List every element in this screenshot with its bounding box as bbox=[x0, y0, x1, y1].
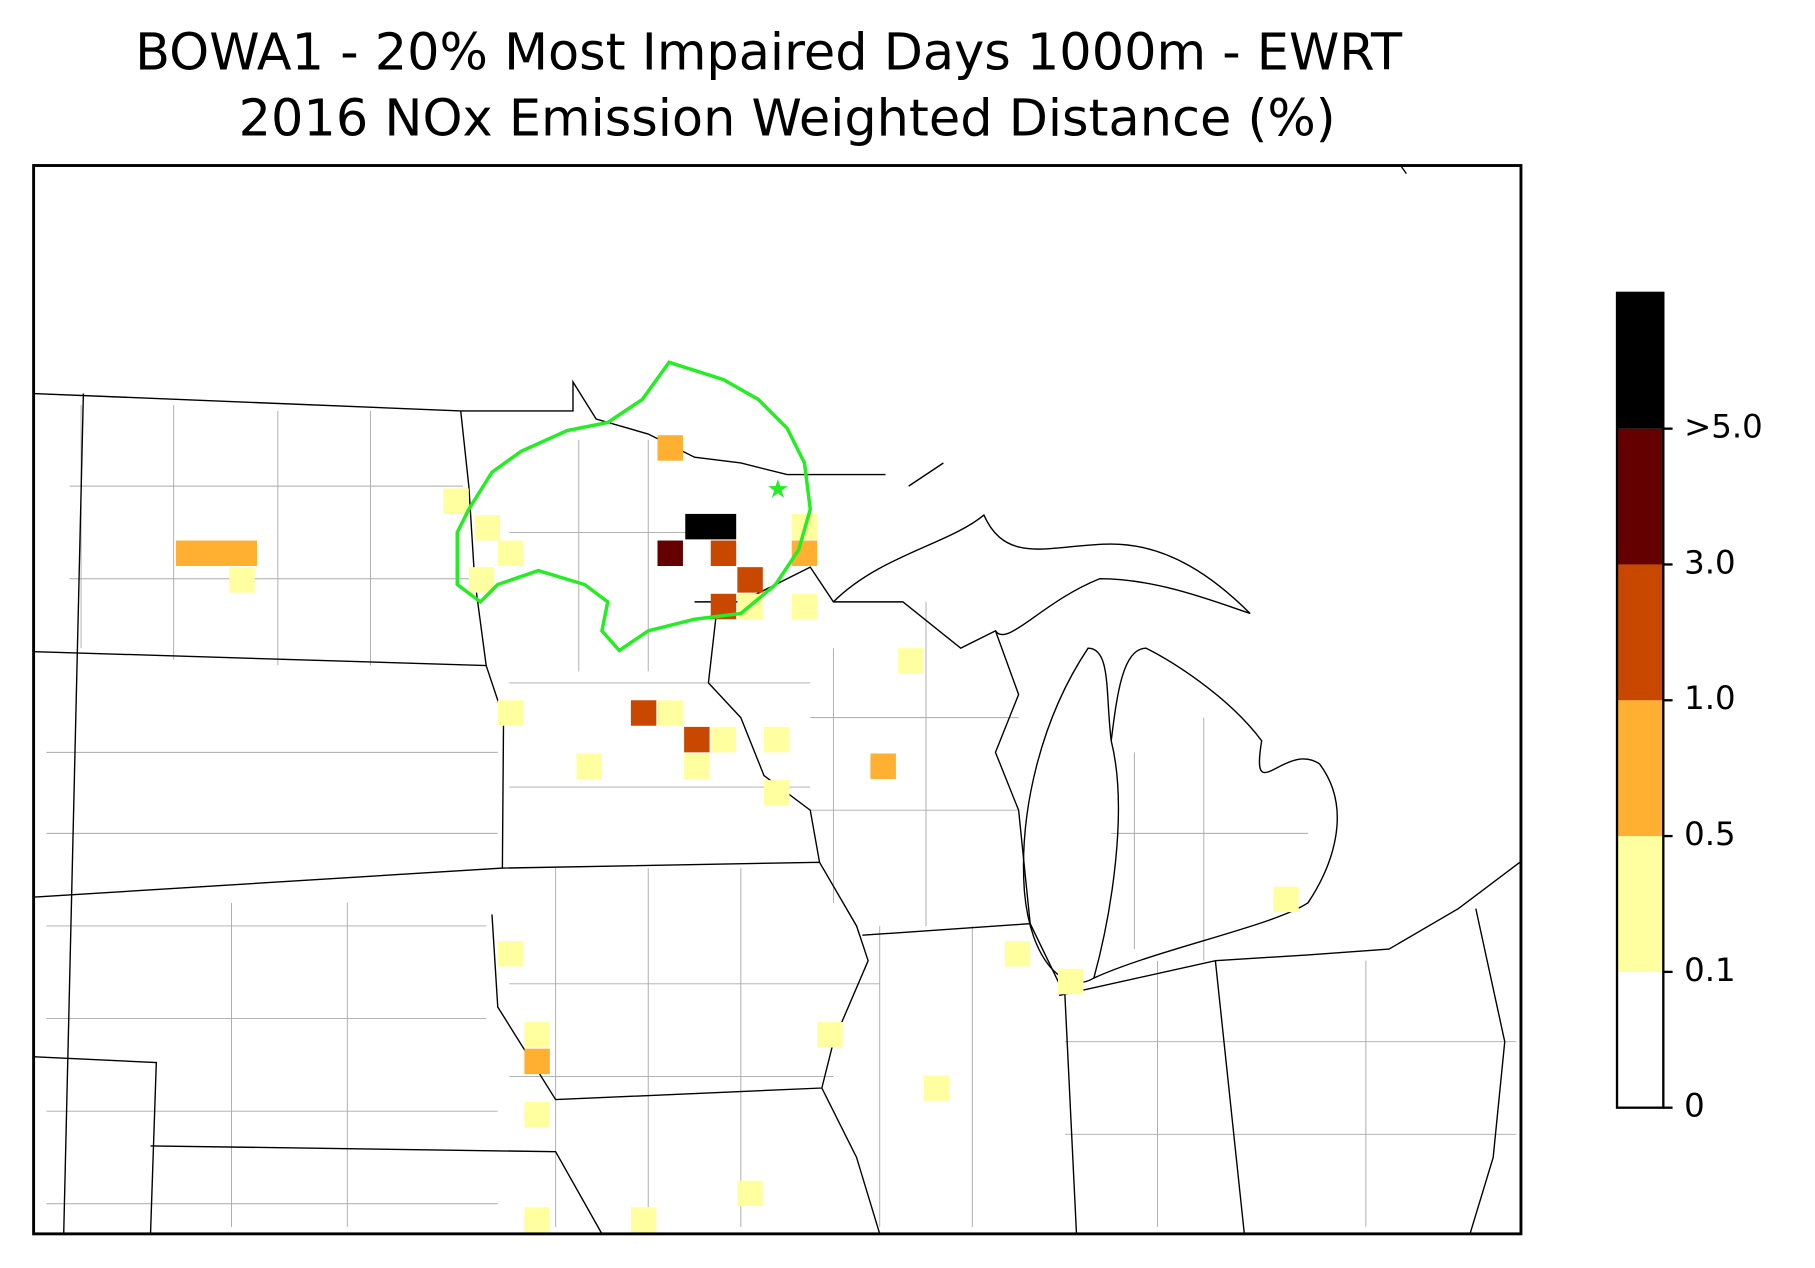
cell bbox=[763, 726, 790, 753]
cell bbox=[870, 753, 896, 779]
title-line: 2016 NOx Emission Weighted Distance (%) bbox=[239, 90, 1336, 149]
cell bbox=[684, 726, 710, 753]
state-borders bbox=[33, 165, 1521, 1235]
colorbar-tick-label: 1.0 bbox=[1684, 679, 1736, 717]
cell bbox=[1057, 968, 1084, 995]
cell bbox=[791, 593, 818, 620]
cell bbox=[923, 1075, 950, 1101]
cell bbox=[630, 1207, 657, 1233]
cell bbox=[737, 1180, 763, 1207]
colorbar-tick-label: 0 bbox=[1684, 1087, 1705, 1125]
map-bg bbox=[33, 165, 1521, 1234]
cell bbox=[443, 488, 469, 514]
colorbar-bin bbox=[1617, 564, 1664, 701]
cell bbox=[710, 726, 737, 753]
site-marker: ★ bbox=[766, 475, 789, 505]
cell bbox=[474, 515, 501, 541]
cell bbox=[710, 540, 737, 566]
cell bbox=[630, 700, 657, 726]
contour bbox=[455, 360, 813, 653]
colorbar-bin bbox=[1617, 971, 1664, 1108]
cell bbox=[817, 1022, 843, 1048]
colorbar-tick-label: 0.5 bbox=[1684, 815, 1736, 853]
colorbar-bin bbox=[1617, 836, 1664, 972]
cell bbox=[685, 513, 737, 540]
map: ★ bbox=[32, 164, 1523, 1236]
county-grid bbox=[46, 405, 1517, 1227]
colorbar-bin bbox=[1617, 700, 1664, 837]
cell bbox=[524, 1048, 550, 1075]
cell bbox=[497, 540, 524, 566]
cell bbox=[898, 648, 924, 674]
cell bbox=[524, 1022, 550, 1048]
cell bbox=[657, 700, 683, 726]
cell bbox=[763, 780, 790, 806]
title-line: BOWA1 - 20% Most Impaired Days 1000m - E… bbox=[135, 24, 1403, 83]
grid-cells bbox=[175, 435, 1299, 1233]
cell bbox=[1004, 941, 1031, 967]
cell bbox=[175, 540, 258, 566]
colorbar-bin bbox=[1617, 428, 1664, 565]
cell bbox=[684, 753, 710, 779]
colorbar-bin bbox=[1617, 292, 1664, 429]
cell bbox=[229, 567, 255, 593]
colorbar-tick-label: >5.0 bbox=[1684, 408, 1763, 446]
cell bbox=[497, 700, 524, 726]
cell bbox=[737, 567, 763, 593]
colorbar-tick-label: 3.0 bbox=[1684, 543, 1736, 581]
cell bbox=[1273, 886, 1299, 913]
cell bbox=[497, 941, 524, 967]
colorbar-tick-label: 0.1 bbox=[1684, 951, 1736, 989]
cell bbox=[576, 753, 602, 779]
cell bbox=[657, 435, 683, 461]
cell bbox=[657, 540, 683, 566]
map-frame bbox=[32, 164, 1523, 1236]
cell bbox=[468, 567, 495, 593]
cell bbox=[524, 1207, 550, 1233]
colorbar: 0 0.1 0.5 1.0 3.0 >5.0 bbox=[1615, 291, 1763, 1125]
cell bbox=[524, 1101, 550, 1128]
